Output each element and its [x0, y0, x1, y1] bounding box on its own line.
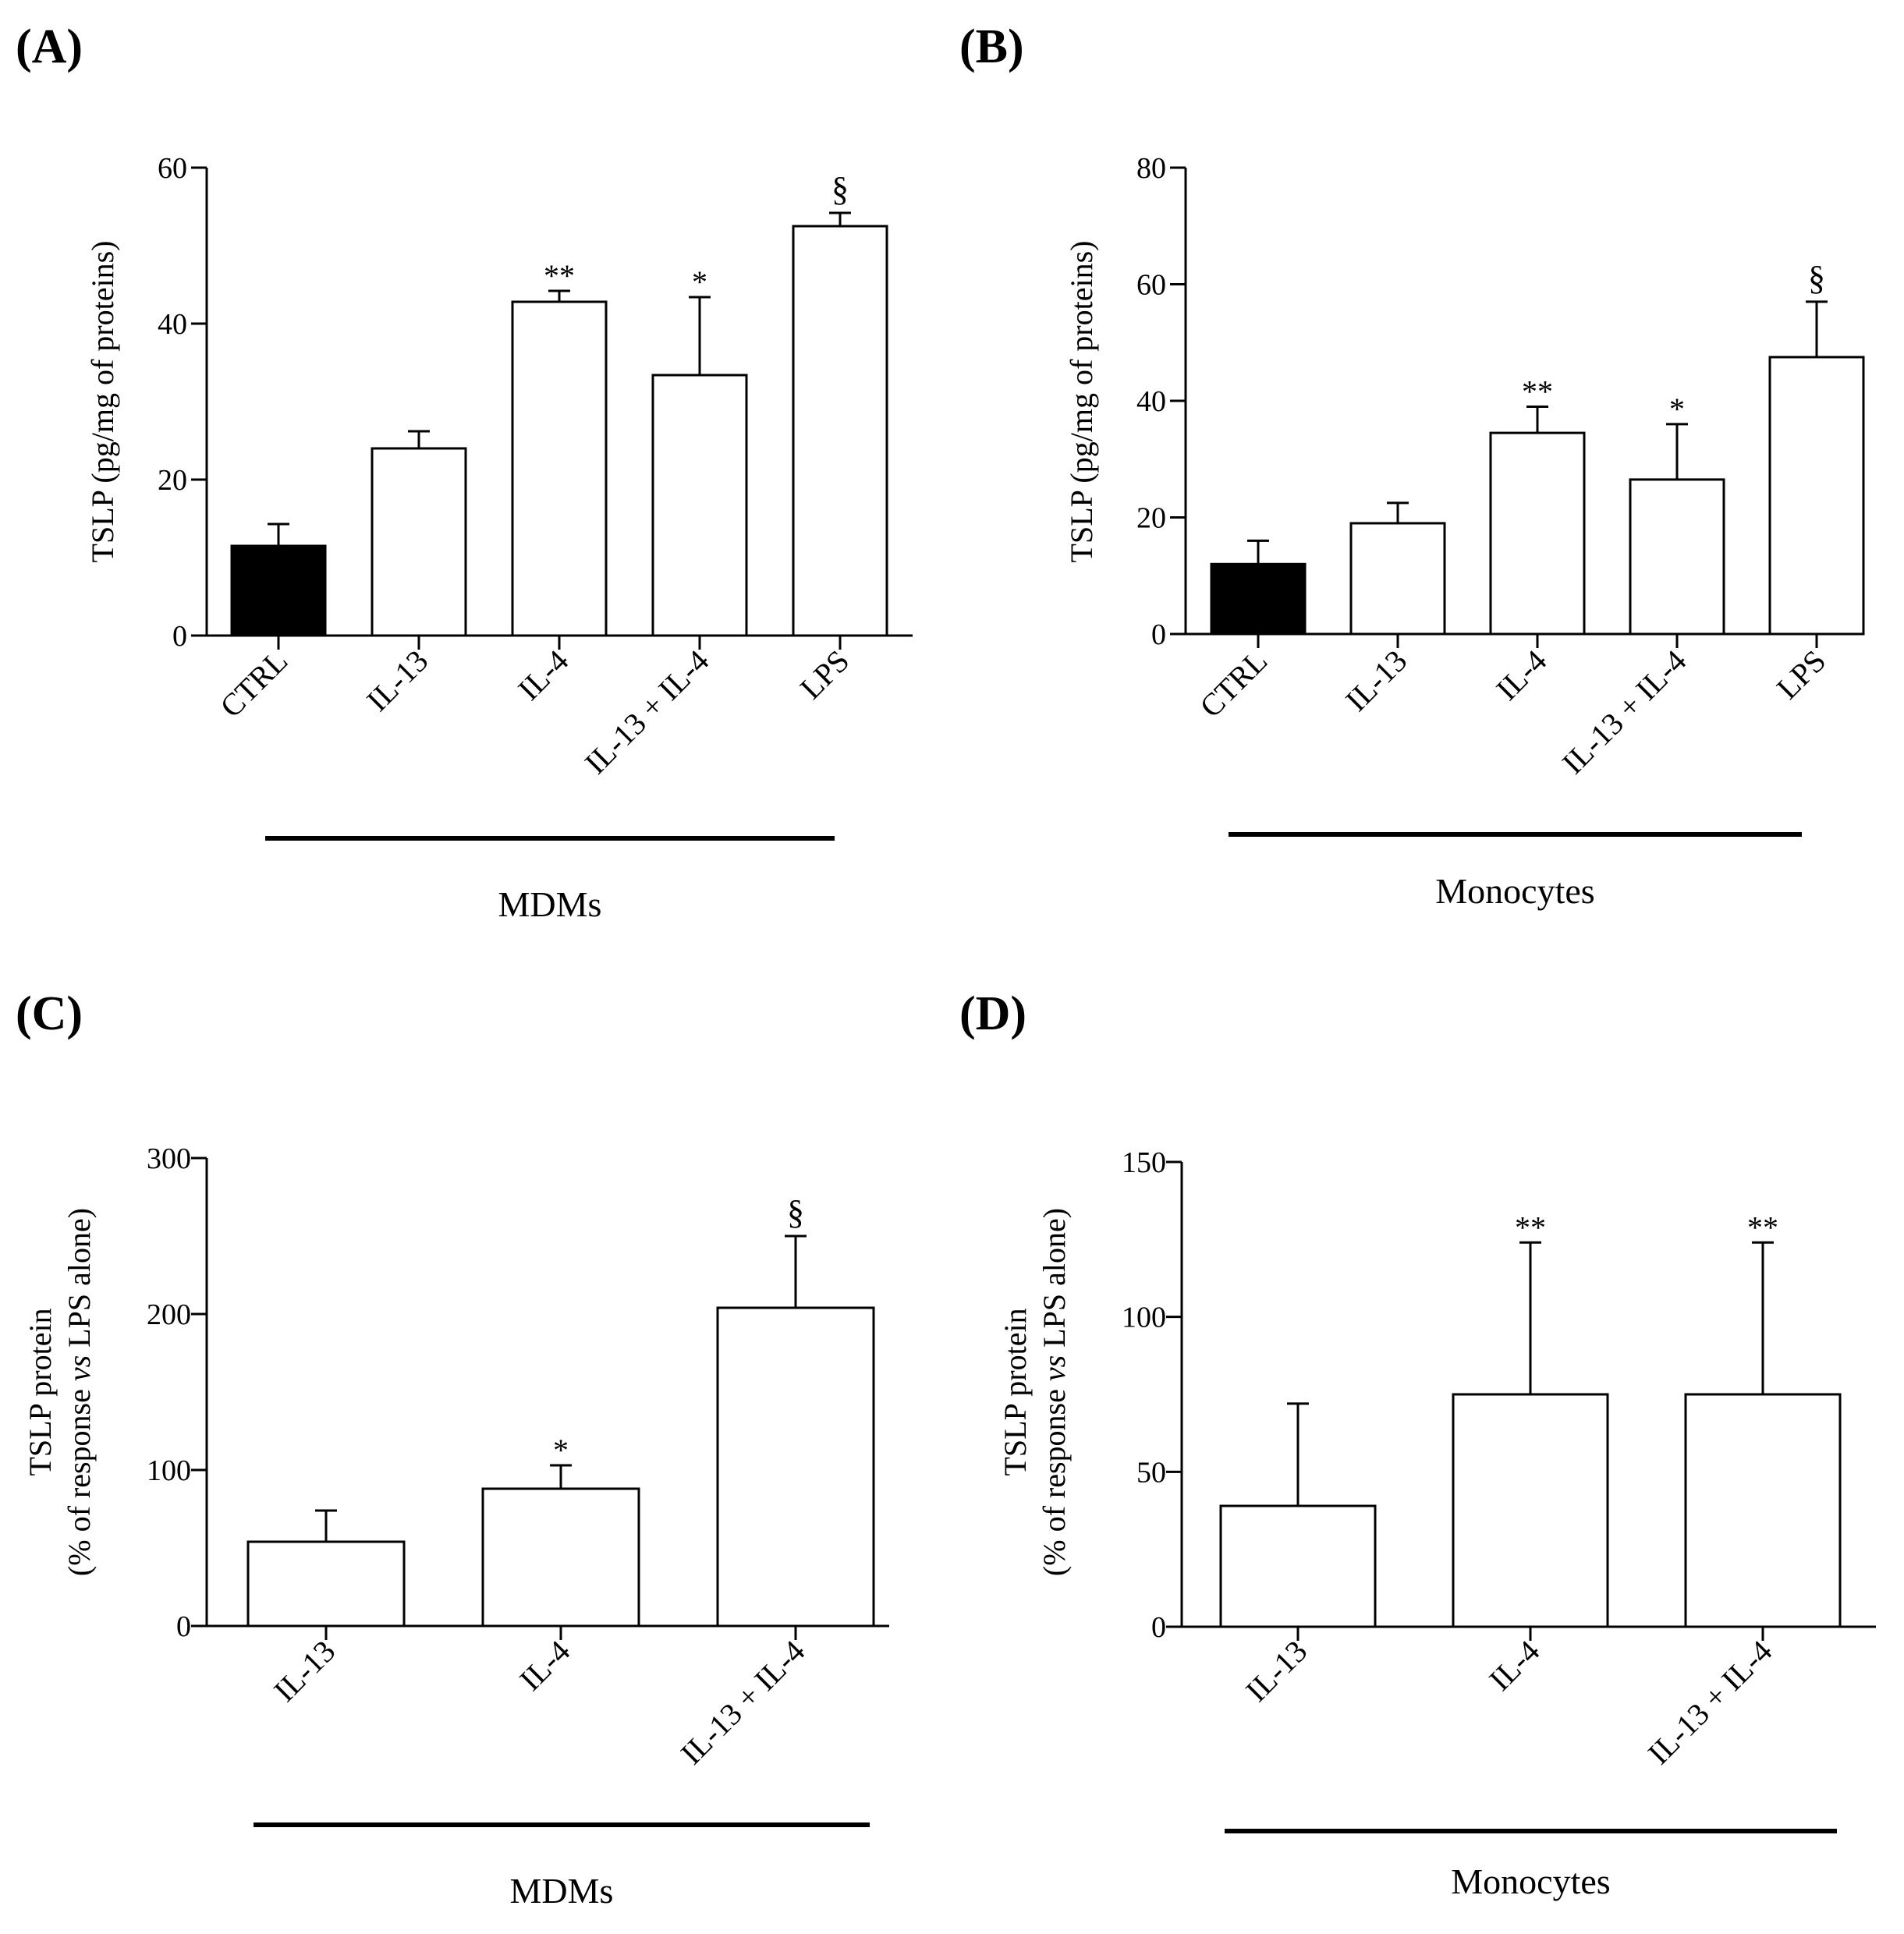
y-axis-label-b: TSLP (pg/mg of proteins): [1064, 241, 1099, 563]
x-category-label: IL-13 + IL-4: [674, 1634, 812, 1772]
panel-label-c: (C): [16, 987, 83, 1040]
significance-marker: **: [544, 258, 575, 293]
y-axis-label-line: TSLP (pg/mg of proteins): [85, 241, 120, 563]
chart-panel-a: (A) TSLP (pg/mg of proteins) 0 20 40 60 CTRL IL…: [0, 0, 952, 967]
x-category-label: IL-4: [1482, 1634, 1546, 1698]
y-tick-label: 0: [1151, 618, 1166, 651]
significance-marker: **: [1522, 374, 1553, 409]
panel-label-d: (D): [959, 987, 1026, 1040]
x-category-label: CTRL: [1193, 643, 1274, 724]
bar-lps: [792, 225, 888, 637]
x-category-label: IL-4: [512, 1634, 576, 1698]
significance-marker: *: [1669, 391, 1685, 427]
y-axis-label-italic: vs: [62, 1355, 97, 1381]
bar-il-4: [1489, 431, 1586, 636]
bar-lps: [1768, 356, 1865, 636]
chart-panel-b: (B) TSLP (pg/mg of proteins) 0 20 40 60 80 CTRL…: [952, 0, 1903, 967]
panel-label-b: (B): [959, 20, 1024, 73]
bar-ctrl: [230, 544, 327, 637]
y-axis-label-c: TSLP protein (% of response vs LPS alone): [23, 1208, 97, 1576]
bar-ctrl: [1210, 562, 1307, 636]
significance-marker: §: [1808, 259, 1825, 297]
y-tick-label: 80: [1136, 152, 1166, 185]
y-tick-label: 20: [158, 464, 187, 497]
x-category-label: LPS: [1770, 643, 1833, 707]
bar-il-13: [1219, 1504, 1377, 1628]
chart-panel-d: (D) TSLP protein (% of response vs LPS alo…: [952, 967, 1903, 1934]
x-category-label: IL-13 + IL-4: [578, 643, 716, 781]
y-axis-label-a: TSLP (pg/mg of proteins): [85, 241, 120, 563]
y-tick-label: 100: [147, 1454, 191, 1487]
x-category-label: IL-13: [360, 643, 434, 718]
significance-marker: **: [1515, 1210, 1546, 1245]
y-tick-label: 0: [1151, 1611, 1166, 1644]
x-category-label: IL-4: [511, 643, 575, 707]
chart-panel-c: (C) TSLP protein (% of response vs LPS alo…: [0, 967, 952, 1934]
y-axis-label-line: TSLP protein: [998, 1308, 1033, 1475]
y-axis-label-line: (% of response vs LPS alone): [62, 1208, 97, 1576]
bar-il-4: [511, 300, 608, 637]
chart-a-svg: (A) TSLP (pg/mg of proteins) 0 20 40 60 CTRL IL…: [16, 20, 913, 924]
y-axis-label-line: TSLP (pg/mg of proteins): [1064, 241, 1099, 563]
y-axis-label-italic: vs: [1037, 1355, 1072, 1381]
bar-il-4: [481, 1487, 640, 1628]
group-label-c: MDMs: [510, 1871, 614, 1911]
significance-marker: *: [553, 1433, 569, 1468]
group-label-b: Monocytes: [1435, 871, 1594, 911]
group-label-a: MDMs: [498, 884, 602, 924]
y-axis-label-line: TSLP protein: [23, 1308, 58, 1475]
y-axis-label-line: (% of response vs LPS alone): [1037, 1208, 1072, 1576]
significance-marker: **: [1747, 1210, 1778, 1245]
x-category-label: IL-13: [1338, 643, 1413, 718]
y-tick-label: 200: [147, 1298, 191, 1331]
y-tick-label: 40: [1136, 385, 1166, 418]
bar-il-13: [371, 447, 467, 637]
group-label-d: Monocytes: [1451, 1861, 1610, 1901]
y-tick-label: 0: [172, 620, 187, 653]
x-category-label: IL-13: [1239, 1634, 1314, 1709]
y-tick-label: 0: [176, 1610, 191, 1643]
bar-il-13-il-4: [1684, 1393, 1842, 1628]
chart-c-svg: (C) TSLP protein (% of response vs LPS alo…: [16, 987, 889, 1911]
bar-il-13: [246, 1540, 406, 1628]
y-tick-label: 300: [147, 1142, 191, 1175]
chart-b-svg: (B) TSLP (pg/mg of proteins) 0 20 40 60 80 CTRL…: [959, 20, 1865, 911]
y-axis-label-d: TSLP protein (% of response vs LPS alone): [998, 1208, 1072, 1576]
y-tick-label: 60: [1136, 269, 1166, 302]
y-tick-label: 150: [1122, 1146, 1166, 1179]
chart-d-svg: (D) TSLP protein (% of response vs LPS alo…: [959, 987, 1876, 1901]
y-tick-label: 60: [158, 152, 187, 185]
bar-il-13-il-4: [651, 374, 748, 637]
y-tick-label: 100: [1122, 1302, 1166, 1334]
panel-label-a: (A): [16, 20, 83, 73]
significance-marker: §: [787, 1193, 804, 1231]
x-category-label: CTRL: [213, 643, 294, 724]
significance-marker: *: [692, 264, 707, 299]
x-category-label: LPS: [793, 643, 856, 707]
significance-marker: §: [831, 170, 849, 208]
y-tick-label: 20: [1136, 502, 1166, 535]
bar-il-4: [1452, 1393, 1609, 1628]
bar-il-13: [1349, 522, 1446, 636]
y-tick-label: 40: [158, 308, 187, 341]
y-tick-label: 50: [1136, 1456, 1166, 1489]
x-category-label: IL-13: [267, 1634, 342, 1709]
bar-il-13-il-4: [1629, 478, 1725, 636]
x-category-label: IL-13 + IL-4: [1555, 643, 1693, 781]
x-category-label: IL-4: [1489, 643, 1553, 707]
x-category-label: IL-13 + IL-4: [1641, 1634, 1779, 1772]
bar-il-13-il-4: [716, 1306, 875, 1628]
